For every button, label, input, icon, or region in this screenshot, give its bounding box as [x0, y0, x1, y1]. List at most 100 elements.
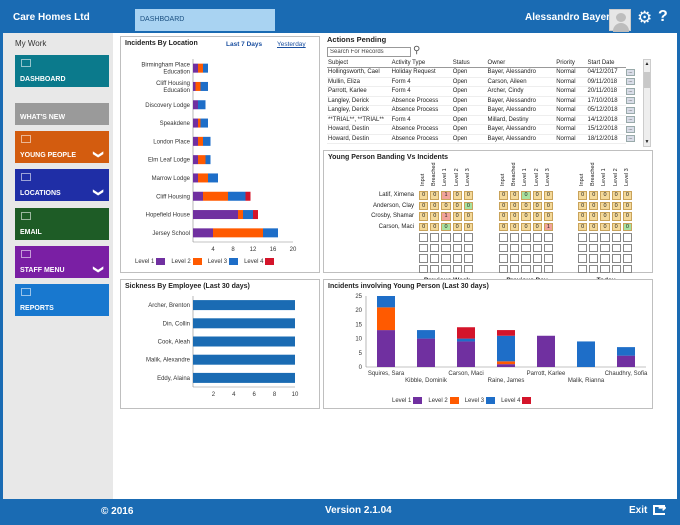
sidebar-item-reports[interactable]: REPORTS: [15, 284, 109, 316]
table-cell: Mullin, Eliza: [327, 77, 391, 87]
column-header: Level 3: [623, 168, 630, 186]
table-row[interactable]: **TRIAL**, **TRIAL** Form 4 Open Millard, D…: [327, 115, 635, 125]
row-more-button[interactable]: ...: [626, 135, 635, 143]
empty-cell: [463, 243, 473, 252]
column-header[interactable]: Subject: [327, 59, 391, 68]
column-header-actions: [626, 59, 635, 68]
copyright: © 2016: [101, 506, 134, 517]
sidebar-item-dashboard[interactable]: DASHBOARD: [15, 55, 109, 87]
table-cell: Millard, Destiny: [486, 115, 556, 125]
table-cell: Open: [451, 124, 487, 135]
row-more-button[interactable]: ...: [626, 106, 635, 114]
empty-cell: [430, 254, 440, 263]
chevron-down-icon[interactable]: ❯: [92, 188, 104, 197]
scroll-up-icon[interactable]: ▲: [644, 61, 650, 67]
row-more-button[interactable]: ...: [626, 78, 635, 86]
table-cell: Bayer, Alessandro: [486, 105, 556, 116]
empty-cell: [578, 233, 588, 242]
bar-level-4: [497, 330, 515, 336]
legend-item: Level 4: [501, 397, 534, 404]
column-header[interactable]: Priority: [555, 59, 587, 68]
sidebar-item-label: EMAIL: [20, 229, 42, 236]
table-cell: Carson, Aileen: [486, 77, 556, 87]
sidebar-item-email[interactable]: EMAIL: [15, 208, 109, 240]
band-cell: 0: [441, 201, 451, 210]
filter-yesterday[interactable]: Yesterday: [277, 41, 306, 48]
legend-swatch: [229, 258, 239, 265]
table-row[interactable]: Howard, Destin Absence Process Open Bayer, …: [327, 124, 635, 135]
table-row[interactable]: Langley, Derick Absence Process Open Bayer,…: [327, 96, 635, 106]
column-header[interactable]: Activity Type: [390, 59, 452, 68]
exit-icon[interactable]: ➜: [653, 503, 667, 516]
band-cell: 0: [521, 222, 531, 231]
column-header[interactable]: Owner: [486, 59, 556, 68]
sidebar-item-young-people[interactable]: YOUNG PEOPLE ❯: [15, 131, 109, 163]
table-cell: 04/12/2017: [586, 67, 626, 78]
table-row[interactable]: Hollingsworth, Cael Holiday Request Open Ba…: [327, 67, 635, 78]
band-cell: 0: [578, 201, 588, 210]
legend-swatch: [156, 258, 166, 265]
bar-level-3: [243, 210, 253, 220]
search-icon[interactable]: ⚲: [413, 45, 421, 56]
reports-icon: [21, 288, 31, 296]
row-more-button[interactable]: ...: [626, 125, 635, 133]
table-cell: Holiday Request: [390, 67, 452, 78]
exit-label[interactable]: Exit: [629, 505, 648, 516]
band-cell: 0: [510, 222, 520, 231]
avatar[interactable]: [609, 9, 631, 32]
legend-item: Level 2: [171, 258, 204, 265]
table-cell: Absence Process: [390, 105, 452, 116]
empty-cell: [430, 233, 440, 242]
column-header[interactable]: Start Date: [586, 59, 626, 68]
band-cell: 0: [600, 212, 610, 221]
column-header[interactable]: Status: [451, 59, 487, 68]
table-row[interactable]: Howard, Destin Absence Process Open Bayer, …: [327, 134, 635, 144]
bar-level-3: [200, 118, 208, 128]
sidebar-item-staff-menu[interactable]: STAFF MENU ❯: [15, 246, 109, 278]
panel-title: Young Person Banding Vs Incidents: [328, 154, 449, 161]
bar-level-1: [497, 364, 515, 367]
band-cell: 0: [463, 212, 473, 221]
table-scrollbar[interactable]: ▲ ▼: [643, 59, 651, 147]
search-input[interactable]: [327, 47, 411, 57]
help-icon[interactable]: ?: [658, 8, 668, 25]
sidebar-item-what-s-new[interactable]: WHAT'S NEW: [15, 103, 109, 125]
table-row[interactable]: Mullin, Eliza Form 4 Open Carson, Aileen Nor…: [327, 77, 635, 87]
bar: [193, 318, 295, 329]
filter-last-7-days[interactable]: Last 7 Days: [226, 41, 263, 48]
scroll-thumb[interactable]: [644, 72, 650, 88]
row-action-cell: ...: [626, 125, 635, 135]
row-more-button[interactable]: ...: [626, 87, 635, 95]
band-cell: 0: [463, 191, 473, 200]
person-label: Anderson, Clay: [372, 202, 414, 209]
row-more-button[interactable]: ...: [626, 97, 635, 105]
sickness-chart: Archer, Brenton Din, Collin Cook, Aleah Mal…: [146, 296, 299, 398]
gear-icon[interactable]: ⚙: [637, 8, 653, 27]
bar: [193, 300, 295, 311]
row-more-button[interactable]: ...: [626, 116, 635, 124]
bar: [193, 372, 295, 383]
table-cell: Normal: [555, 86, 587, 97]
column-header: Breached: [511, 162, 518, 186]
chevron-down-icon[interactable]: ❯: [92, 150, 104, 159]
column-header: Breached: [431, 162, 438, 186]
sidebar-item-locations[interactable]: LOCATIONS ❯: [15, 169, 109, 201]
table-row[interactable]: Langley, Derick Absence Process Open Bayer,…: [327, 105, 635, 116]
top-bar: Care Homes Ltd DASHBOARD Alessandro Baye…: [3, 3, 677, 33]
table-cell: Form 4: [390, 86, 452, 97]
breadcrumb[interactable]: DASHBOARD: [135, 9, 275, 31]
bar-level-2: [198, 63, 203, 73]
bar-level-4: [457, 327, 475, 339]
scroll-down-icon[interactable]: ▼: [644, 139, 650, 145]
row-more-button[interactable]: ...: [626, 68, 635, 76]
table-row[interactable]: Parrott, Karlee Form 4 Open Archer, Cindy No…: [327, 86, 635, 97]
chevron-down-icon[interactable]: ❯: [92, 265, 104, 274]
exit-button[interactable]: Exit ➜: [629, 503, 667, 516]
empty-cell: [452, 264, 462, 273]
empty-cell: [611, 243, 621, 252]
user-name[interactable]: Alessandro Bayer: [525, 12, 611, 23]
table-cell: Open: [451, 77, 487, 87]
empty-cell: [441, 254, 451, 263]
band-cell: 0: [600, 191, 610, 200]
